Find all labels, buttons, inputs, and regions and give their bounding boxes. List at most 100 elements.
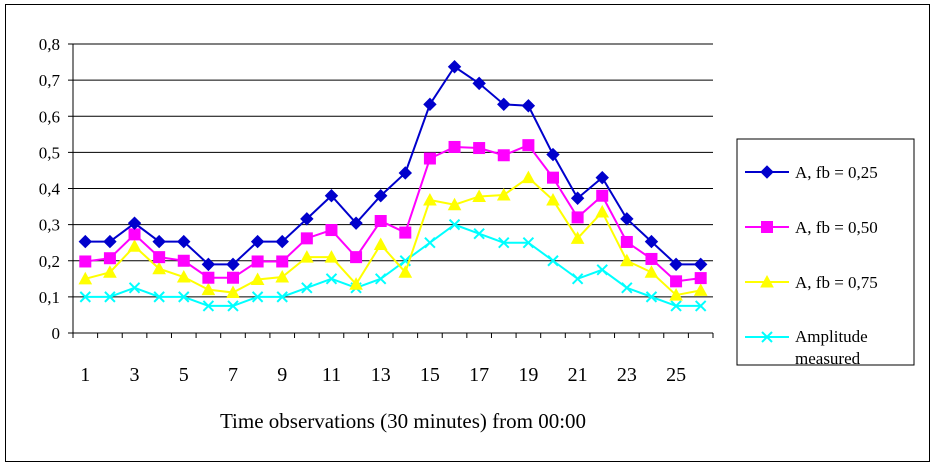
data-point: [128, 228, 141, 241]
y-tick-label: 0,1: [39, 288, 60, 307]
data-point: [570, 231, 585, 244]
legend-marker: [761, 221, 773, 233]
data-point: [447, 60, 462, 74]
data-point: [669, 288, 683, 301]
data-point: [325, 224, 338, 237]
x-tick-label: 9: [277, 364, 287, 386]
data-point: [596, 189, 609, 202]
data-point: [350, 251, 363, 264]
data-point: [373, 237, 388, 250]
data-point: [301, 282, 313, 294]
data-point: [227, 271, 239, 284]
legend-entry: Amplitude measured: [745, 327, 868, 368]
data-point: [178, 291, 190, 303]
data-point: [571, 273, 584, 285]
data-point: [374, 273, 387, 285]
data-point: [447, 197, 462, 211]
x-tick-label: 5: [179, 364, 189, 386]
data-point: [79, 291, 92, 303]
data-point: [547, 171, 559, 184]
series-line: [85, 176, 701, 297]
data-point: [103, 265, 117, 278]
data-point: [250, 272, 265, 286]
data-point: [398, 166, 413, 180]
data-point: [127, 239, 142, 252]
data-point: [78, 234, 93, 249]
data-point: [472, 189, 486, 202]
data-point: [251, 291, 264, 303]
legend-label: A, fb = 0,25: [795, 163, 878, 182]
data-point: [398, 265, 413, 278]
legend-label: A, fb = 0,75: [795, 273, 878, 292]
y-tick-label: 0,3: [39, 216, 60, 235]
series-2: [79, 139, 707, 288]
series-3: [78, 170, 708, 301]
data-point: [300, 232, 313, 245]
data-point: [374, 215, 387, 228]
data-point: [546, 193, 560, 206]
data-point: [694, 272, 707, 285]
data-point: [276, 255, 289, 268]
data-point: [644, 234, 659, 249]
data-point: [79, 255, 92, 268]
data-point: [103, 252, 116, 265]
data-point: [497, 149, 510, 162]
x-tick-label: 1: [80, 364, 90, 386]
data-point: [251, 255, 264, 268]
data-point: [669, 257, 683, 272]
data-point: [670, 300, 682, 312]
legend-entry: A, fb = 0,25: [745, 163, 878, 182]
series-line: [85, 223, 701, 307]
data-point: [152, 261, 166, 275]
data-point: [620, 212, 634, 226]
data-point: [176, 269, 191, 283]
data-point: [621, 282, 633, 294]
data-point: [546, 147, 560, 162]
data-point: [276, 291, 288, 303]
data-point: [522, 236, 535, 249]
x-tick-label: 23: [617, 364, 637, 386]
data-point: [423, 97, 437, 112]
legend-label: A, fb = 0,50: [795, 218, 878, 237]
data-point: [473, 227, 485, 240]
x-tick-label: 13: [371, 364, 391, 386]
data-point: [373, 189, 388, 203]
y-tick-label: 0,2: [39, 252, 60, 271]
data-point: [571, 211, 584, 224]
legend-label: Amplitude: [795, 327, 868, 346]
data-point: [177, 234, 191, 249]
data-point: [570, 191, 585, 205]
x-axis-title: Time observations (30 minutes) from 00:0…: [220, 409, 586, 433]
data-point: [424, 236, 436, 249]
x-tick-label: 7: [228, 364, 238, 386]
x-tick-label: 25: [666, 364, 686, 386]
data-point: [127, 216, 142, 230]
x-tick-label: 17: [469, 364, 489, 386]
data-point: [226, 285, 240, 299]
data-point: [645, 252, 658, 265]
data-point: [349, 216, 363, 230]
data-point: [324, 250, 339, 263]
data-point: [399, 226, 412, 239]
data-point: [153, 291, 165, 303]
data-point: [227, 300, 239, 312]
data-point: [202, 271, 215, 284]
y-tick-label: 0: [52, 324, 61, 343]
data-point: [104, 291, 116, 303]
data-point: [472, 76, 486, 91]
legend-marker: [760, 274, 774, 288]
data-point: [423, 193, 437, 206]
data-point: [201, 282, 216, 296]
data-point: [201, 257, 216, 272]
data-point: [448, 140, 461, 153]
data-point: [522, 139, 535, 152]
data-point: [595, 170, 609, 185]
legend-marker: [761, 331, 773, 343]
data-point: [620, 235, 633, 248]
data-point: [300, 212, 314, 226]
series-4: [79, 218, 707, 312]
legend-entry: A, fb = 0,75: [745, 273, 878, 292]
data-point: [423, 152, 436, 165]
legend-entry: A, fb = 0,50: [745, 218, 878, 237]
data-point: [473, 142, 486, 155]
